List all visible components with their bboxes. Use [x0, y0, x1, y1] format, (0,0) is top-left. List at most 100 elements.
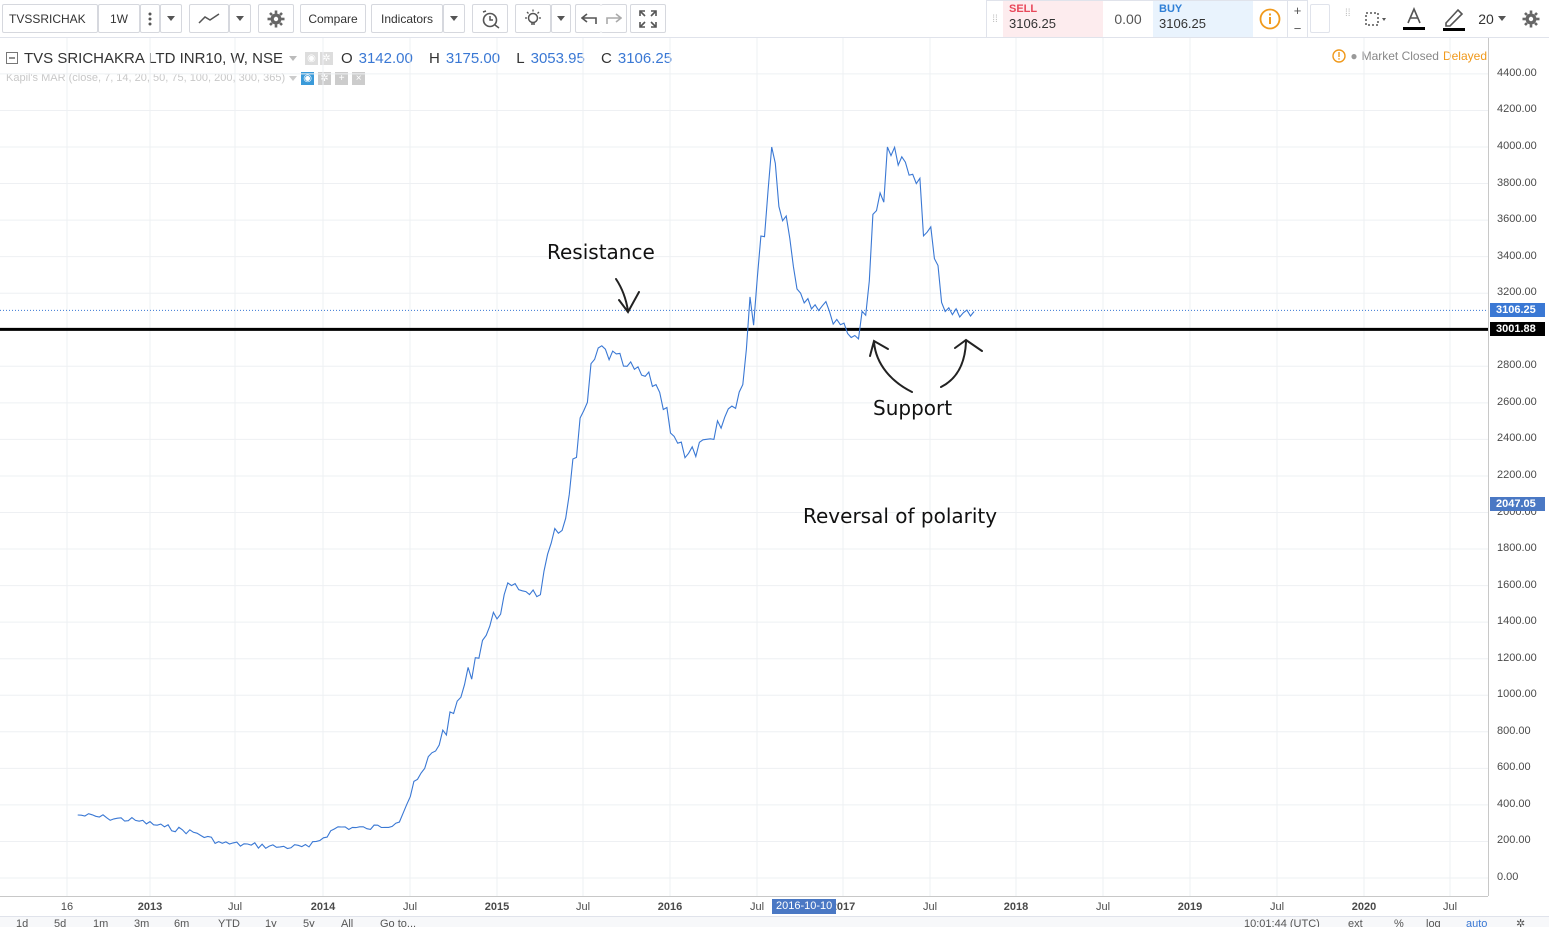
price-tick: 2400.00 [1497, 432, 1537, 445]
trade-widget: ⁞⁞ SELL 3106.25 0.00 BUY 3106.25 + − [986, 0, 1308, 38]
price-tick: 3200.00 [1497, 286, 1537, 299]
decrease-button[interactable]: − [1293, 20, 1302, 36]
templates-dropdown[interactable] [551, 4, 571, 33]
price-tick: 3600.00 [1497, 213, 1537, 226]
symbol-search[interactable]: TVSSRICHAK [2, 4, 98, 33]
chart-style-dropdown[interactable] [229, 4, 251, 33]
resistance-arrowhead [618, 291, 640, 314]
sell-button[interactable]: SELL 3106.25 [1003, 1, 1103, 37]
range-button[interactable]: All [341, 918, 354, 927]
interval-dropdown[interactable] [160, 4, 182, 33]
sell-price: 3106.25 [1009, 16, 1056, 31]
low-value: 3053.95 [530, 49, 585, 67]
buy-price: 3106.25 [1159, 16, 1206, 31]
line-chart-icon [198, 12, 220, 24]
drawing-settings-button[interactable] [1514, 4, 1548, 33]
time-tick: 2019 [1177, 901, 1203, 913]
delay-badge: Delayed [1442, 49, 1487, 63]
gear-icon[interactable]: ✲ [1516, 918, 1526, 927]
log-toggle[interactable]: log [1426, 918, 1441, 927]
range-button[interactable]: 5d [54, 918, 67, 927]
add-icon[interactable]: + [335, 71, 349, 85]
drag-grip-icon[interactable]: ⁞⁞ [992, 13, 998, 25]
compare-button[interactable]: Compare [300, 4, 366, 33]
compare-label: Compare [308, 11, 358, 26]
price-tick: 4400.00 [1497, 66, 1537, 79]
price-axis[interactable]: 4400.00 4200.00 4000.00 3800.00 3600.00 3400.… [1488, 38, 1549, 896]
gear-icon [1522, 10, 1540, 27]
price-chart[interactable] [0, 38, 1488, 896]
time-axis[interactable]: 16 2013 Jul 2014 Jul 2015 Jul 2016 Jul 2017 Jul 201… [0, 896, 1488, 916]
goto-button[interactable]: Go to... [380, 918, 417, 927]
alert-button[interactable] [472, 4, 508, 33]
ohlc-values: O 3142.00 H 3175.00 L 3053.95 C 3106.25 [341, 50, 684, 67]
warning-icon [1332, 49, 1347, 63]
close-icon[interactable]: × [352, 71, 366, 85]
range-button[interactable]: 5y [303, 918, 315, 927]
price-tick: 1800.00 [1497, 542, 1537, 555]
price-tick: 400.00 [1497, 797, 1531, 810]
font-size-label: 20 [1478, 10, 1494, 27]
font-size-button[interactable]: 20 [1474, 4, 1510, 33]
range-button[interactable]: 3m [134, 918, 150, 927]
range-button[interactable]: 1d [16, 918, 29, 927]
indicator-title[interactable]: Kapil's MAR (close, 7, 14, 20, 50, 75, 1… [6, 72, 286, 84]
quantity-stepper: + − [1287, 1, 1307, 37]
indicator-legend: Kapil's MAR (close, 7, 14, 20, 50, 75, 1… [6, 70, 366, 86]
interval-more-icon[interactable] [140, 4, 160, 33]
indicators-dropdown[interactable] [443, 4, 465, 33]
eye-icon[interactable]: ◉ [304, 51, 318, 65]
redo-icon [605, 12, 622, 24]
text-color-button[interactable] [1396, 4, 1432, 33]
indicators-button[interactable]: Indicators [371, 4, 443, 33]
chevron-down-icon [450, 16, 458, 21]
fullscreen-button[interactable] [630, 4, 666, 33]
gear-icon[interactable]: ✲ [318, 71, 332, 85]
close-value: 3106.25 [617, 49, 673, 67]
increase-button[interactable]: + [1293, 2, 1302, 18]
percent-toggle[interactable]: % [1394, 918, 1404, 927]
redo-button[interactable] [601, 4, 627, 33]
market-state: Market Closed [1361, 49, 1439, 63]
resistance-label[interactable]: Resistance [547, 240, 655, 264]
layout-button[interactable] [1356, 4, 1396, 33]
time-tick: 2018 [1003, 901, 1029, 913]
spread-value: 0.00 [1114, 11, 1142, 27]
chevron-down-icon[interactable] [288, 55, 297, 61]
price-tick: 600.00 [1497, 761, 1531, 774]
templates-button[interactable] [515, 4, 551, 33]
support-label[interactable]: Support [873, 396, 953, 420]
undo-button[interactable] [575, 4, 601, 33]
settings-button[interactable] [258, 4, 294, 33]
reversal-label[interactable]: Reversal of polarity [803, 504, 998, 528]
market-status: ● Market Closed Delayed [1332, 49, 1487, 63]
range-button[interactable]: 1y [265, 918, 277, 927]
time-tick: Jul [1269, 901, 1285, 913]
time-tick: Jul [575, 901, 591, 913]
time-tick: Jul [227, 901, 243, 913]
price-tick: 0.00 [1497, 871, 1519, 883]
collapse-legend-icon[interactable] [6, 52, 18, 64]
pen-color-button[interactable] [1436, 4, 1472, 33]
time-tick: 2014 [310, 901, 336, 913]
auto-toggle[interactable]: auto [1466, 918, 1488, 927]
ext-toggle[interactable]: ext [1348, 918, 1363, 927]
time-tick: Jul [1095, 901, 1111, 913]
buy-button[interactable]: BUY 3106.25 [1153, 1, 1253, 37]
range-button[interactable]: YTD [218, 918, 240, 927]
chart-style-button[interactable] [189, 4, 229, 33]
chart-grid [0, 38, 1488, 896]
range-button[interactable]: 1m [93, 918, 109, 927]
time-tick: 2017 [830, 901, 856, 913]
info-button[interactable] [1253, 1, 1287, 37]
chevron-down-icon[interactable] [289, 75, 298, 81]
buy-label: BUY [1159, 3, 1183, 15]
collapse-handle[interactable] [1310, 4, 1330, 33]
range-button[interactable]: 6m [174, 918, 190, 927]
dot-icon: ● [1350, 49, 1358, 63]
eye-icon[interactable]: ◉ [301, 71, 315, 85]
price-tick: 1200.00 [1497, 651, 1537, 664]
time-tick: 2013 [137, 901, 163, 913]
interval-button[interactable]: 1W [98, 4, 140, 33]
